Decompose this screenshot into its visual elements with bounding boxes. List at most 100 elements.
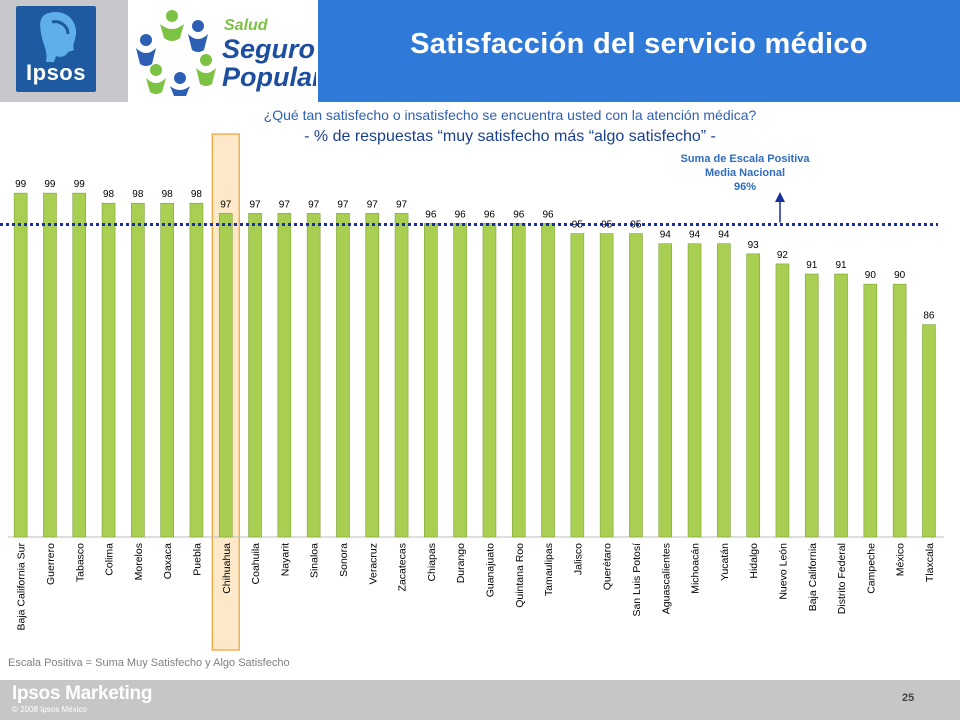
tick-label: Guerrero (45, 543, 57, 585)
tick-label: Distrito Federal (836, 543, 848, 614)
footnote: Escala Positiva = Suma Muy Satisfecho y … (8, 657, 290, 669)
header-title-band (318, 0, 960, 102)
tick-label: San Luis Potosí (631, 543, 643, 617)
data-label: 96 (455, 209, 467, 220)
bar (336, 213, 350, 538)
data-label: 98 (191, 189, 203, 200)
bar (922, 324, 936, 538)
bar (892, 283, 907, 538)
bar (248, 213, 262, 538)
bar-chart: 99 Baja California Sur 99 Guerrero 99 Tabasco… (0, 133, 944, 651)
bar (863, 283, 878, 538)
bar (717, 243, 731, 538)
bar (101, 202, 116, 538)
tick-label: Querétaro (602, 543, 614, 590)
brand-salud: Salud (224, 17, 269, 34)
data-label: 94 (689, 230, 701, 241)
ipsos-logo-text: Ipsos (26, 60, 86, 85)
data-label: 98 (162, 189, 174, 200)
bar (541, 223, 555, 538)
tick-label: Zacatecas (397, 543, 409, 591)
data-label: 98 (132, 189, 144, 200)
tick-label: Oaxaca (162, 543, 174, 579)
data-label: 91 (806, 260, 818, 271)
seguro-popular-logo: Salud Seguro Popular (136, 10, 316, 96)
brand-seguro: Seguro (222, 34, 315, 64)
tick-label: Morelos (133, 543, 145, 580)
tick-label: Yucatán (719, 543, 731, 581)
bar (365, 213, 380, 538)
mean-note-line1: Suma de Escala Positiva (680, 153, 810, 165)
data-label: 97 (220, 199, 232, 210)
tick-label: Chihuahua (221, 543, 233, 594)
header: Ipsos Salud Seguro Popular Satisfacción … (0, 0, 960, 102)
national-mean-note: Suma de Escala Positiva Media Nacional 9… (640, 152, 850, 194)
tick-label: Campeche (865, 543, 877, 594)
bar (834, 273, 848, 538)
tick-label: Michoacán (690, 543, 702, 594)
bar (160, 202, 174, 538)
data-label: 91 (835, 260, 847, 271)
footer: Ipsos Marketing © 2008 Ipsos México 25 (0, 680, 960, 720)
tick-label: Guanajuato (484, 543, 496, 597)
bar (72, 192, 87, 538)
data-label: 93 (748, 240, 760, 251)
data-label: 97 (337, 199, 349, 210)
tick-label: Chiapas (426, 543, 438, 582)
page-number: 25 (902, 692, 915, 704)
tick-label: Nuevo León (777, 543, 789, 600)
tick-label: Tabasco (74, 543, 86, 582)
bar (629, 233, 643, 538)
tick-label: Tamaulipas (543, 543, 555, 596)
data-label: 97 (367, 199, 379, 210)
bar (13, 192, 28, 538)
slide-title: Satisfacción del servicio médico (410, 28, 868, 60)
data-label: 90 (894, 270, 906, 281)
bar (306, 213, 321, 538)
data-label: 99 (15, 179, 27, 190)
data-label: 92 (777, 250, 789, 261)
footer-copyright: © 2008 Ipsos México (12, 705, 87, 714)
data-label: 96 (542, 209, 554, 220)
bar (658, 243, 673, 538)
tick-label: Hidalgo (748, 543, 760, 579)
tick-label: Puebla (191, 543, 203, 576)
bar (43, 192, 57, 538)
data-label: 98 (103, 189, 115, 200)
bar (482, 223, 497, 538)
tick-label: Sinaloa (309, 543, 321, 578)
tick-label: Colima (104, 543, 116, 576)
data-label: 97 (249, 199, 261, 210)
data-label: 94 (660, 230, 672, 241)
mean-note-line2: Media Nacional (704, 167, 786, 179)
bar (511, 223, 526, 538)
tick-label: Jalisco (572, 543, 584, 575)
survey-subquestion: - % de respuestas “muy satisfecho más “a… (304, 128, 716, 145)
bar (424, 223, 438, 538)
data-label: 86 (923, 311, 935, 322)
bar (775, 263, 790, 538)
bar (599, 233, 614, 538)
mean-arrow-head (775, 192, 785, 202)
bar (394, 213, 409, 538)
tick-label: Coahuila (250, 543, 262, 585)
mean-note-line3: 96% (733, 181, 757, 193)
bar (277, 213, 292, 538)
data-label: 99 (74, 179, 86, 190)
survey-question: ¿Qué tan satisfecho o insatisfecho se en… (263, 107, 757, 123)
data-label: 97 (308, 199, 320, 210)
tick-label: Baja California Sur (16, 543, 28, 631)
bar (218, 213, 233, 538)
tick-label: Quintana Roo (514, 543, 526, 608)
data-label: 97 (396, 199, 408, 210)
data-label: 96 (484, 209, 496, 220)
ipsos-logo: Ipsos (16, 6, 96, 92)
bar (570, 233, 585, 538)
tick-label: Durango (455, 543, 467, 583)
data-label: 96 (425, 209, 437, 220)
tick-label: Baja California (807, 543, 819, 611)
tick-label: México (895, 543, 907, 576)
bar (746, 253, 760, 538)
bar (687, 243, 702, 538)
data-label: 94 (718, 230, 730, 241)
